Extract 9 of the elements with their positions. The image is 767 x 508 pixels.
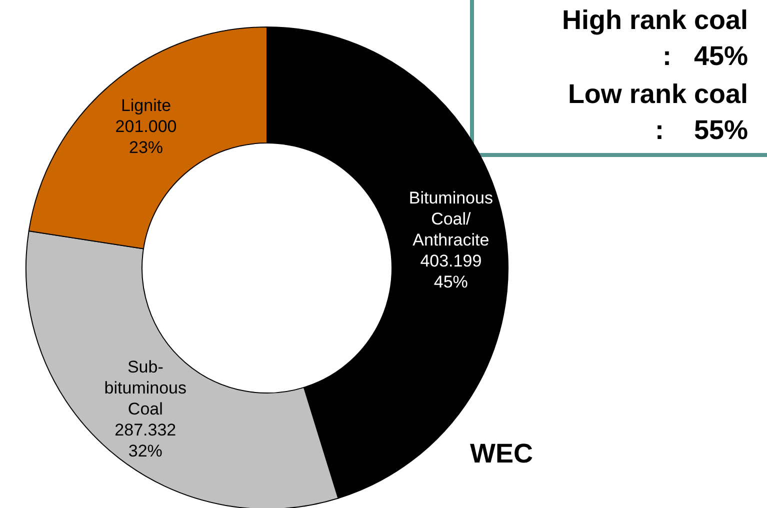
text: High rank coal : 45%	[562, 5, 748, 71]
slice-label: Bituminous Coal/ Anthracite	[408, 188, 493, 250]
data-label: 287.332 32%	[114, 420, 176, 460]
data-label: 201.000 23%	[115, 117, 177, 158]
text: WEC	[470, 438, 533, 468]
slice-label: Sub- bituminous Coal	[104, 357, 187, 418]
data-label: 403.199 45%	[420, 252, 482, 292]
text: Low rank coal : 55%	[568, 79, 748, 145]
slice-label: Lignite	[120, 96, 172, 116]
